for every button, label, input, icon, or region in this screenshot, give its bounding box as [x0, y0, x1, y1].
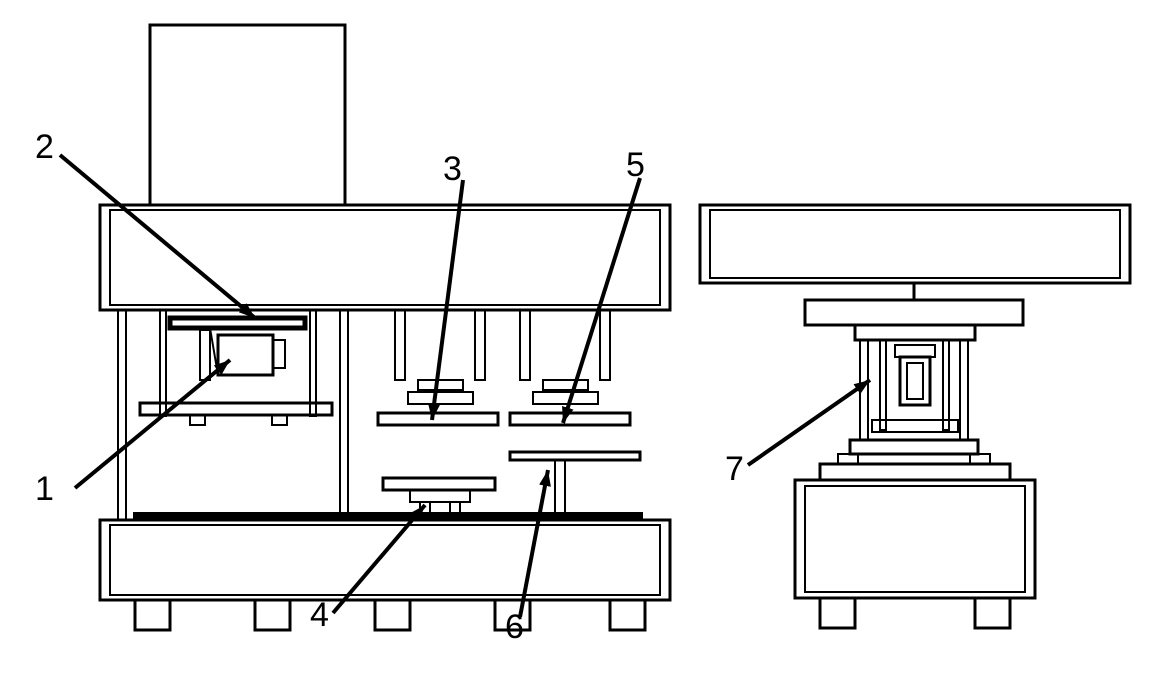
callout-label-2: 2 — [35, 128, 54, 166]
right-machine — [700, 205, 1130, 628]
callout-arrow-1 — [75, 360, 230, 488]
callout-label-7: 7 — [725, 450, 744, 488]
left-machine — [100, 25, 670, 630]
callout-label-3: 3 — [443, 150, 462, 188]
diagram-canvas: 1 2 3 4 5 6 7 — [0, 0, 1163, 675]
callout-label-5: 5 — [626, 146, 645, 184]
module-4 — [383, 478, 495, 514]
module-5 — [510, 310, 630, 425]
callout-label-4: 4 — [310, 596, 329, 634]
module-6 — [510, 452, 640, 515]
callout-label-1: 1 — [35, 470, 54, 508]
callout-label-6: 6 — [505, 608, 524, 646]
